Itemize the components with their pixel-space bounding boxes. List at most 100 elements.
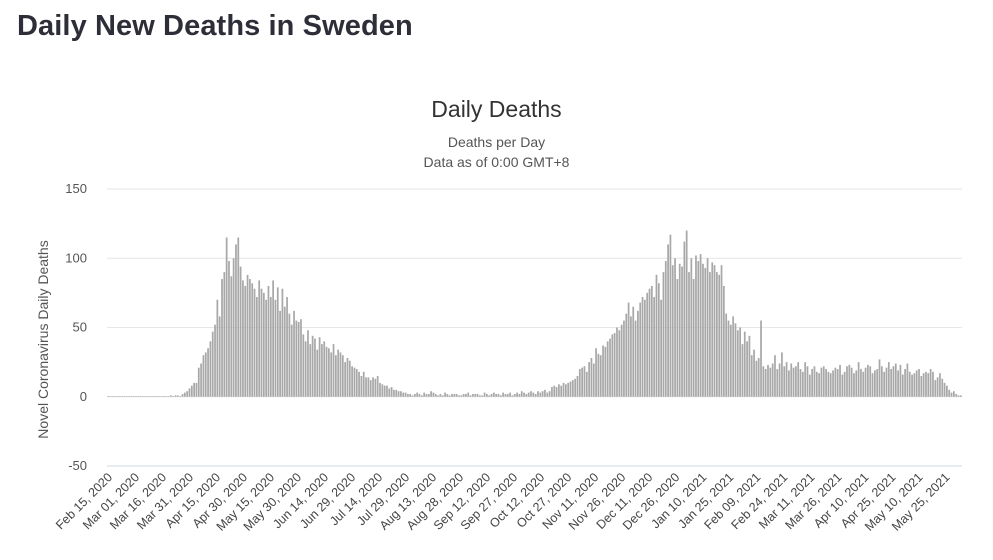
bar xyxy=(648,288,651,397)
bar xyxy=(288,313,291,397)
bar xyxy=(239,266,242,397)
bar xyxy=(325,346,328,397)
bar xyxy=(163,396,165,397)
bar xyxy=(822,366,825,397)
bar xyxy=(451,393,453,397)
bar xyxy=(223,272,226,397)
bar xyxy=(430,391,432,397)
bar xyxy=(176,395,179,397)
bar xyxy=(374,378,377,397)
bar xyxy=(125,396,128,397)
bar xyxy=(920,375,923,397)
bar xyxy=(590,357,593,397)
bar xyxy=(295,320,298,397)
bar xyxy=(434,393,437,397)
bar xyxy=(955,393,958,397)
bar xyxy=(251,283,254,397)
bar xyxy=(290,324,293,397)
bar xyxy=(244,285,247,397)
bar xyxy=(481,395,484,397)
bar xyxy=(678,263,681,397)
bar xyxy=(516,392,518,397)
bar xyxy=(806,366,809,397)
bar xyxy=(179,396,182,397)
bar xyxy=(653,297,656,397)
bar xyxy=(395,389,398,397)
bar xyxy=(135,396,137,397)
chart-title: Daily Deaths xyxy=(431,96,562,122)
bar xyxy=(676,279,679,397)
bar xyxy=(144,396,147,397)
bar xyxy=(880,366,883,397)
bar xyxy=(588,362,590,397)
bar xyxy=(360,375,363,397)
bar xyxy=(764,369,767,397)
bar xyxy=(151,396,154,397)
bar xyxy=(583,366,586,397)
bar xyxy=(953,391,955,397)
bar xyxy=(641,297,644,397)
bar xyxy=(346,357,349,397)
bar xyxy=(755,360,758,397)
bar xyxy=(390,387,393,397)
bar xyxy=(149,396,151,397)
bar xyxy=(725,313,728,397)
bar xyxy=(936,377,939,397)
bar xyxy=(688,272,690,397)
bar xyxy=(302,334,305,397)
bar xyxy=(170,395,172,397)
bar xyxy=(525,393,528,397)
bar xyxy=(620,324,623,397)
bar xyxy=(142,396,144,397)
bar xyxy=(815,371,818,397)
bar xyxy=(811,369,814,397)
bar xyxy=(181,393,184,397)
bar xyxy=(899,364,902,397)
bar xyxy=(734,323,737,397)
bar xyxy=(137,396,140,397)
bar xyxy=(957,395,960,397)
bar xyxy=(453,393,456,397)
bar xyxy=(242,280,244,397)
bar xyxy=(722,285,725,397)
bar xyxy=(674,258,676,397)
bar xyxy=(497,393,500,397)
bar xyxy=(820,367,823,397)
bar xyxy=(850,367,853,397)
bar xyxy=(943,382,946,397)
bar xyxy=(502,392,504,397)
bar xyxy=(121,396,123,397)
bar xyxy=(762,366,765,397)
bar xyxy=(630,316,632,397)
bar xyxy=(574,378,577,397)
bar xyxy=(183,392,186,397)
bar xyxy=(255,297,258,397)
bar xyxy=(692,279,695,397)
bar xyxy=(472,393,474,397)
bar xyxy=(153,396,156,397)
bar xyxy=(267,285,270,397)
bar xyxy=(792,367,795,397)
bar xyxy=(716,272,718,397)
bar xyxy=(627,302,630,397)
bar xyxy=(785,362,788,397)
bar xyxy=(618,330,621,397)
bar xyxy=(769,367,772,397)
bar xyxy=(743,331,746,397)
bar xyxy=(869,366,872,397)
bar xyxy=(186,391,189,397)
bar xyxy=(513,393,516,397)
bar xyxy=(195,382,198,397)
bar xyxy=(197,367,200,397)
bar xyxy=(929,369,932,397)
bar xyxy=(595,348,597,397)
bar xyxy=(249,279,251,397)
bar xyxy=(604,346,607,397)
bar xyxy=(908,371,911,397)
bar xyxy=(927,373,930,397)
bar xyxy=(681,266,683,397)
bar xyxy=(776,369,779,397)
bar xyxy=(660,299,662,397)
bar xyxy=(922,373,925,397)
bar xyxy=(783,366,786,397)
